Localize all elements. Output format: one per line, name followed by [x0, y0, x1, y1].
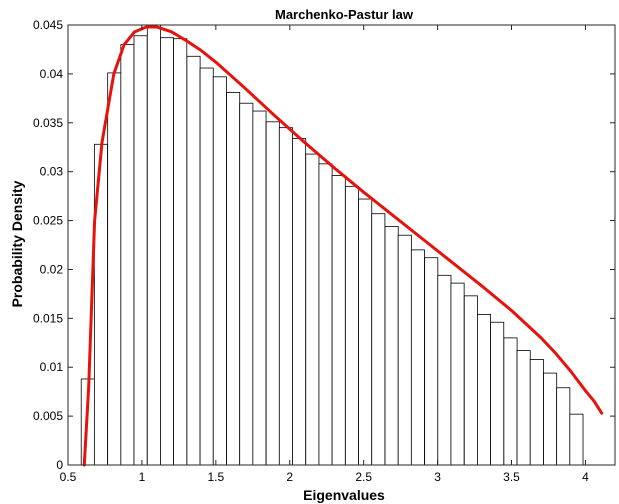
y-tick-label: 0.02 [40, 262, 64, 276]
histogram-bars [80, 24, 584, 466]
plot-frame [67, 24, 616, 466]
y-tick-label: 0.035 [33, 116, 63, 130]
histogram-bar [490, 321, 505, 466]
histogram-bar [450, 282, 465, 466]
histogram-bar [212, 76, 227, 466]
density-curve [82, 25, 604, 467]
y-tick-label: 0.045 [33, 18, 63, 32]
histogram-bar [358, 198, 373, 466]
y-tick-label: 0.03 [40, 165, 64, 179]
histogram-bar [569, 413, 584, 466]
histogram-bar [516, 350, 531, 466]
histogram-bar [133, 35, 148, 466]
chart-title: Marchenko-Pastur law [275, 7, 414, 22]
histogram-bar [107, 72, 122, 466]
histogram-bar [344, 185, 359, 466]
histogram-bar [397, 234, 412, 466]
y-tick-label: 0.04 [40, 67, 64, 81]
histogram-bar [120, 44, 135, 466]
histogram-bar [331, 175, 346, 466]
histogram-bar [278, 127, 293, 466]
histogram-bar [199, 67, 214, 466]
histogram-bar [305, 153, 320, 466]
histogram-bar [384, 226, 399, 466]
histogram-bar [186, 55, 201, 466]
density-curve-layer [82, 25, 604, 467]
x-axis-label: Eigenvalues [303, 487, 385, 503]
histogram-bar [265, 121, 280, 466]
histogram-bar [410, 249, 425, 466]
histogram-bar [146, 24, 161, 466]
histogram-bar [477, 314, 492, 466]
x-tick-label: 2 [286, 470, 293, 484]
y-tick-label: 0.01 [40, 360, 64, 374]
x-tick-label: 0.5 [60, 470, 77, 484]
histogram-bar [371, 213, 386, 466]
y-axis-label: Probability Density [9, 180, 25, 307]
histogram-bar [463, 295, 478, 466]
y-tick-label: 0.005 [33, 409, 63, 423]
y-tick-label: 0 [56, 458, 63, 472]
y-tick-label: 0.025 [33, 214, 63, 228]
x-tick-label: 3 [434, 470, 441, 484]
histogram-bar [424, 257, 439, 466]
histogram-bar [173, 38, 188, 466]
x-tick-label: 4 [582, 470, 589, 484]
x-tick-label: 2.5 [355, 470, 372, 484]
histogram-bar [543, 372, 558, 466]
histogram-bar [239, 102, 254, 466]
histogram-bar [437, 274, 452, 466]
x-tick-label: 1 [139, 470, 146, 484]
histogram-bar [556, 387, 571, 466]
axis-ticks: 0.5 1 1.5 2 2.5 3 3.5 4 0 0.005 0.01 0.015 0.02 0.025… [33, 18, 615, 484]
y-tick-label: 0.015 [33, 311, 63, 325]
histogram-bar [252, 110, 267, 466]
histogram-bar [529, 358, 544, 466]
histogram-bar [503, 337, 518, 466]
histogram-bar [318, 163, 333, 466]
histogram-bar [226, 92, 241, 466]
histogram-bar [160, 37, 175, 466]
x-tick-label: 1.5 [207, 470, 224, 484]
histogram-bar [292, 138, 307, 466]
x-tick-label: 3.5 [503, 470, 520, 484]
